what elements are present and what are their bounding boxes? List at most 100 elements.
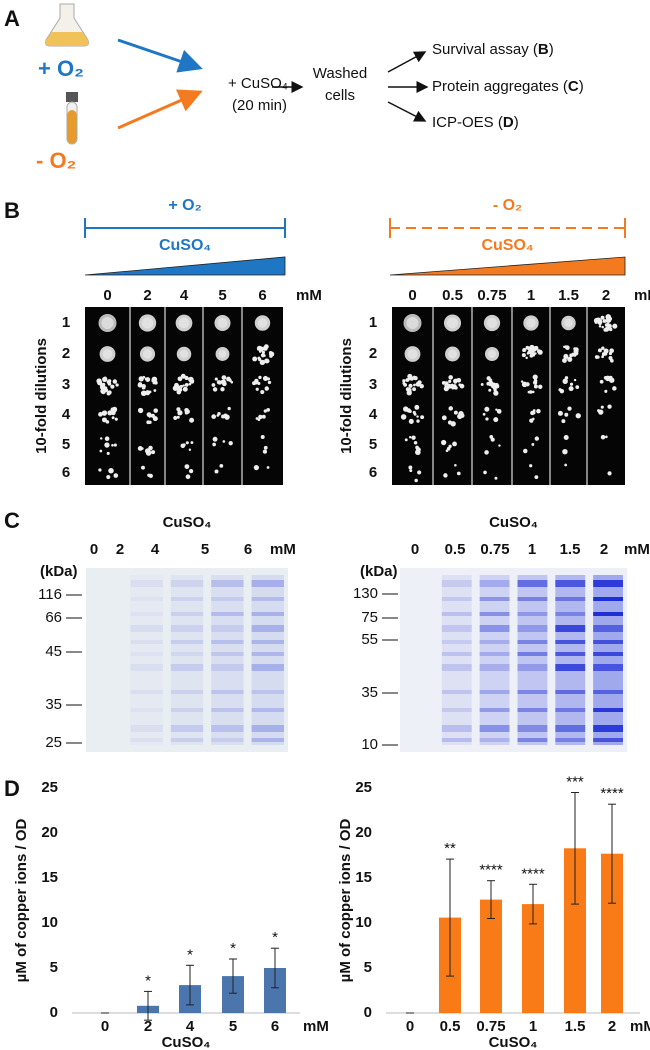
marker-unit: (kDa) [360, 563, 398, 580]
colony [601, 346, 605, 350]
gel-band [211, 625, 244, 632]
colony [599, 379, 604, 384]
bar [522, 904, 544, 1013]
concentration-label: 1 [527, 287, 535, 304]
colony [405, 408, 408, 411]
colony [493, 387, 497, 392]
colony [416, 415, 419, 418]
gel-band [479, 625, 510, 632]
colony-spot [257, 318, 268, 328]
colony [612, 386, 617, 391]
colony-spot [178, 317, 190, 329]
gel-band [170, 597, 204, 601]
concentration-label: 2 [602, 287, 610, 304]
colony [260, 353, 266, 358]
colony [567, 356, 573, 362]
gel-band [130, 708, 162, 712]
colony [107, 410, 113, 416]
colony-spot [101, 317, 114, 329]
step-label: Washed [313, 65, 367, 82]
gel-band [593, 738, 623, 742]
concentration-label: 1 [528, 541, 536, 558]
colony [575, 413, 581, 419]
colony [148, 390, 152, 394]
colony-spot [141, 317, 154, 329]
x-tick-label: 2 [608, 1018, 616, 1035]
gel-band [130, 580, 163, 587]
y-tick-label: 5 [50, 959, 58, 976]
colony [405, 387, 411, 392]
gel-band [593, 708, 623, 712]
colony [266, 377, 271, 381]
x-axis-title: CuSO₄ [489, 1034, 538, 1050]
y-tick-label: 25 [41, 779, 58, 796]
significance-label: **** [521, 865, 545, 882]
arrow [117, 38, 203, 73]
panel-label: C [4, 508, 20, 533]
colony [603, 327, 608, 332]
colony [490, 437, 495, 442]
gel-band [517, 690, 548, 694]
gel-band [211, 708, 244, 712]
colony [602, 319, 607, 323]
colony [521, 353, 526, 358]
dilution-label: 6 [369, 464, 377, 481]
gel-band [441, 708, 472, 712]
significance-label: **** [600, 785, 624, 802]
gel-band [517, 664, 548, 671]
assay-text: ) [579, 78, 584, 95]
y-tick-label: 25 [355, 779, 372, 796]
colony [184, 408, 189, 413]
colony [480, 382, 484, 386]
gel-band [517, 580, 548, 587]
gel-band [211, 580, 244, 587]
gel-band [555, 738, 586, 742]
gel-band [211, 725, 244, 732]
colony [454, 386, 458, 390]
gel-band [441, 597, 472, 601]
concentration-label: 6 [258, 287, 266, 304]
unit-label: mM [270, 541, 296, 558]
colony-spot [406, 317, 419, 329]
colony [257, 381, 261, 385]
bar [564, 848, 586, 1013]
colony [531, 390, 535, 394]
significance-label: * [272, 929, 278, 946]
colony [485, 417, 489, 421]
lane-smear [555, 575, 586, 745]
colony [525, 356, 528, 360]
concentration-label: 0.75 [477, 287, 506, 304]
colony [113, 443, 117, 447]
colony [180, 443, 186, 449]
colony [176, 415, 180, 419]
gel-band [251, 690, 284, 694]
gel-band [170, 725, 204, 732]
colony [598, 321, 602, 326]
gel-band [211, 738, 244, 742]
gel-band [251, 597, 284, 601]
x-tick-label: 4 [186, 1018, 195, 1035]
gel-band [593, 664, 623, 671]
significance-label: * [145, 972, 151, 989]
colony [484, 450, 489, 455]
colony [566, 346, 570, 350]
colony [488, 380, 494, 387]
colony [211, 414, 217, 419]
significance-label: * [187, 946, 193, 963]
colony [176, 389, 182, 395]
colony [564, 376, 569, 380]
condition-label: + O₂ [38, 56, 84, 81]
assay-label: ICP-OES (D) [432, 114, 519, 131]
colony [525, 382, 530, 387]
colony [454, 378, 459, 383]
treatment-label: + CuSO₄ [228, 75, 288, 92]
y-tick-label: 15 [41, 869, 58, 886]
colony [417, 470, 422, 475]
x-tick-label: 1 [529, 1018, 537, 1035]
colony [100, 437, 103, 440]
colony [101, 410, 108, 416]
gel-band [479, 664, 510, 671]
colony [453, 410, 458, 415]
marker-label: 130 [353, 585, 378, 602]
gel-band [211, 612, 244, 616]
